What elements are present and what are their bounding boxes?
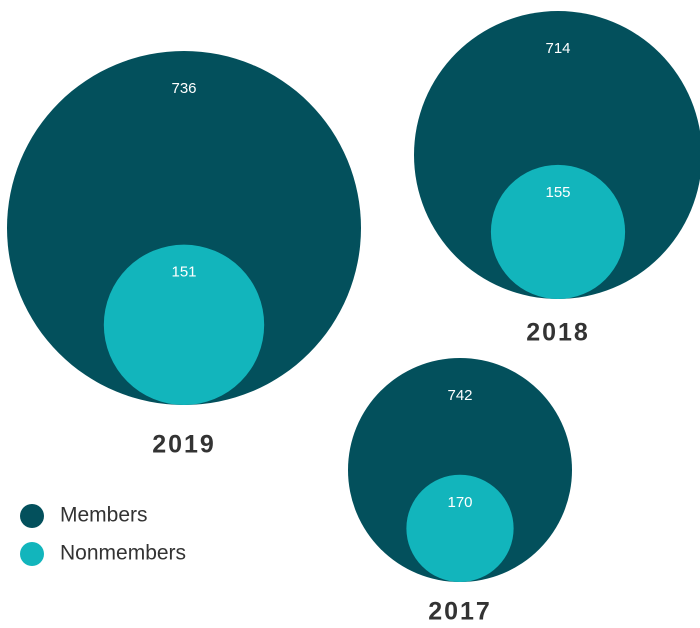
legend-label: Nonmembers <box>60 542 186 565</box>
legend-label: Members <box>60 504 148 527</box>
year-label: 2017 <box>428 598 492 626</box>
nonmembers-value: 170 <box>447 494 472 511</box>
nonmembers-bubble <box>103 244 265 405</box>
year-label: 2018 <box>526 319 590 347</box>
members-bubble <box>414 11 700 299</box>
members-bubble <box>348 358 572 582</box>
nonmembers-value: 155 <box>545 184 570 201</box>
legend-swatch <box>20 504 44 528</box>
members-value: 736 <box>171 80 196 97</box>
nonmembers-bubble <box>406 474 514 582</box>
members-value: 742 <box>447 387 472 404</box>
nonmembers-value: 151 <box>171 264 196 281</box>
legend-swatch <box>20 542 44 566</box>
members-value: 714 <box>545 40 570 57</box>
year-label: 2019 <box>152 431 216 459</box>
nonmembers-bubble <box>490 164 626 299</box>
members-bubble <box>7 51 361 405</box>
